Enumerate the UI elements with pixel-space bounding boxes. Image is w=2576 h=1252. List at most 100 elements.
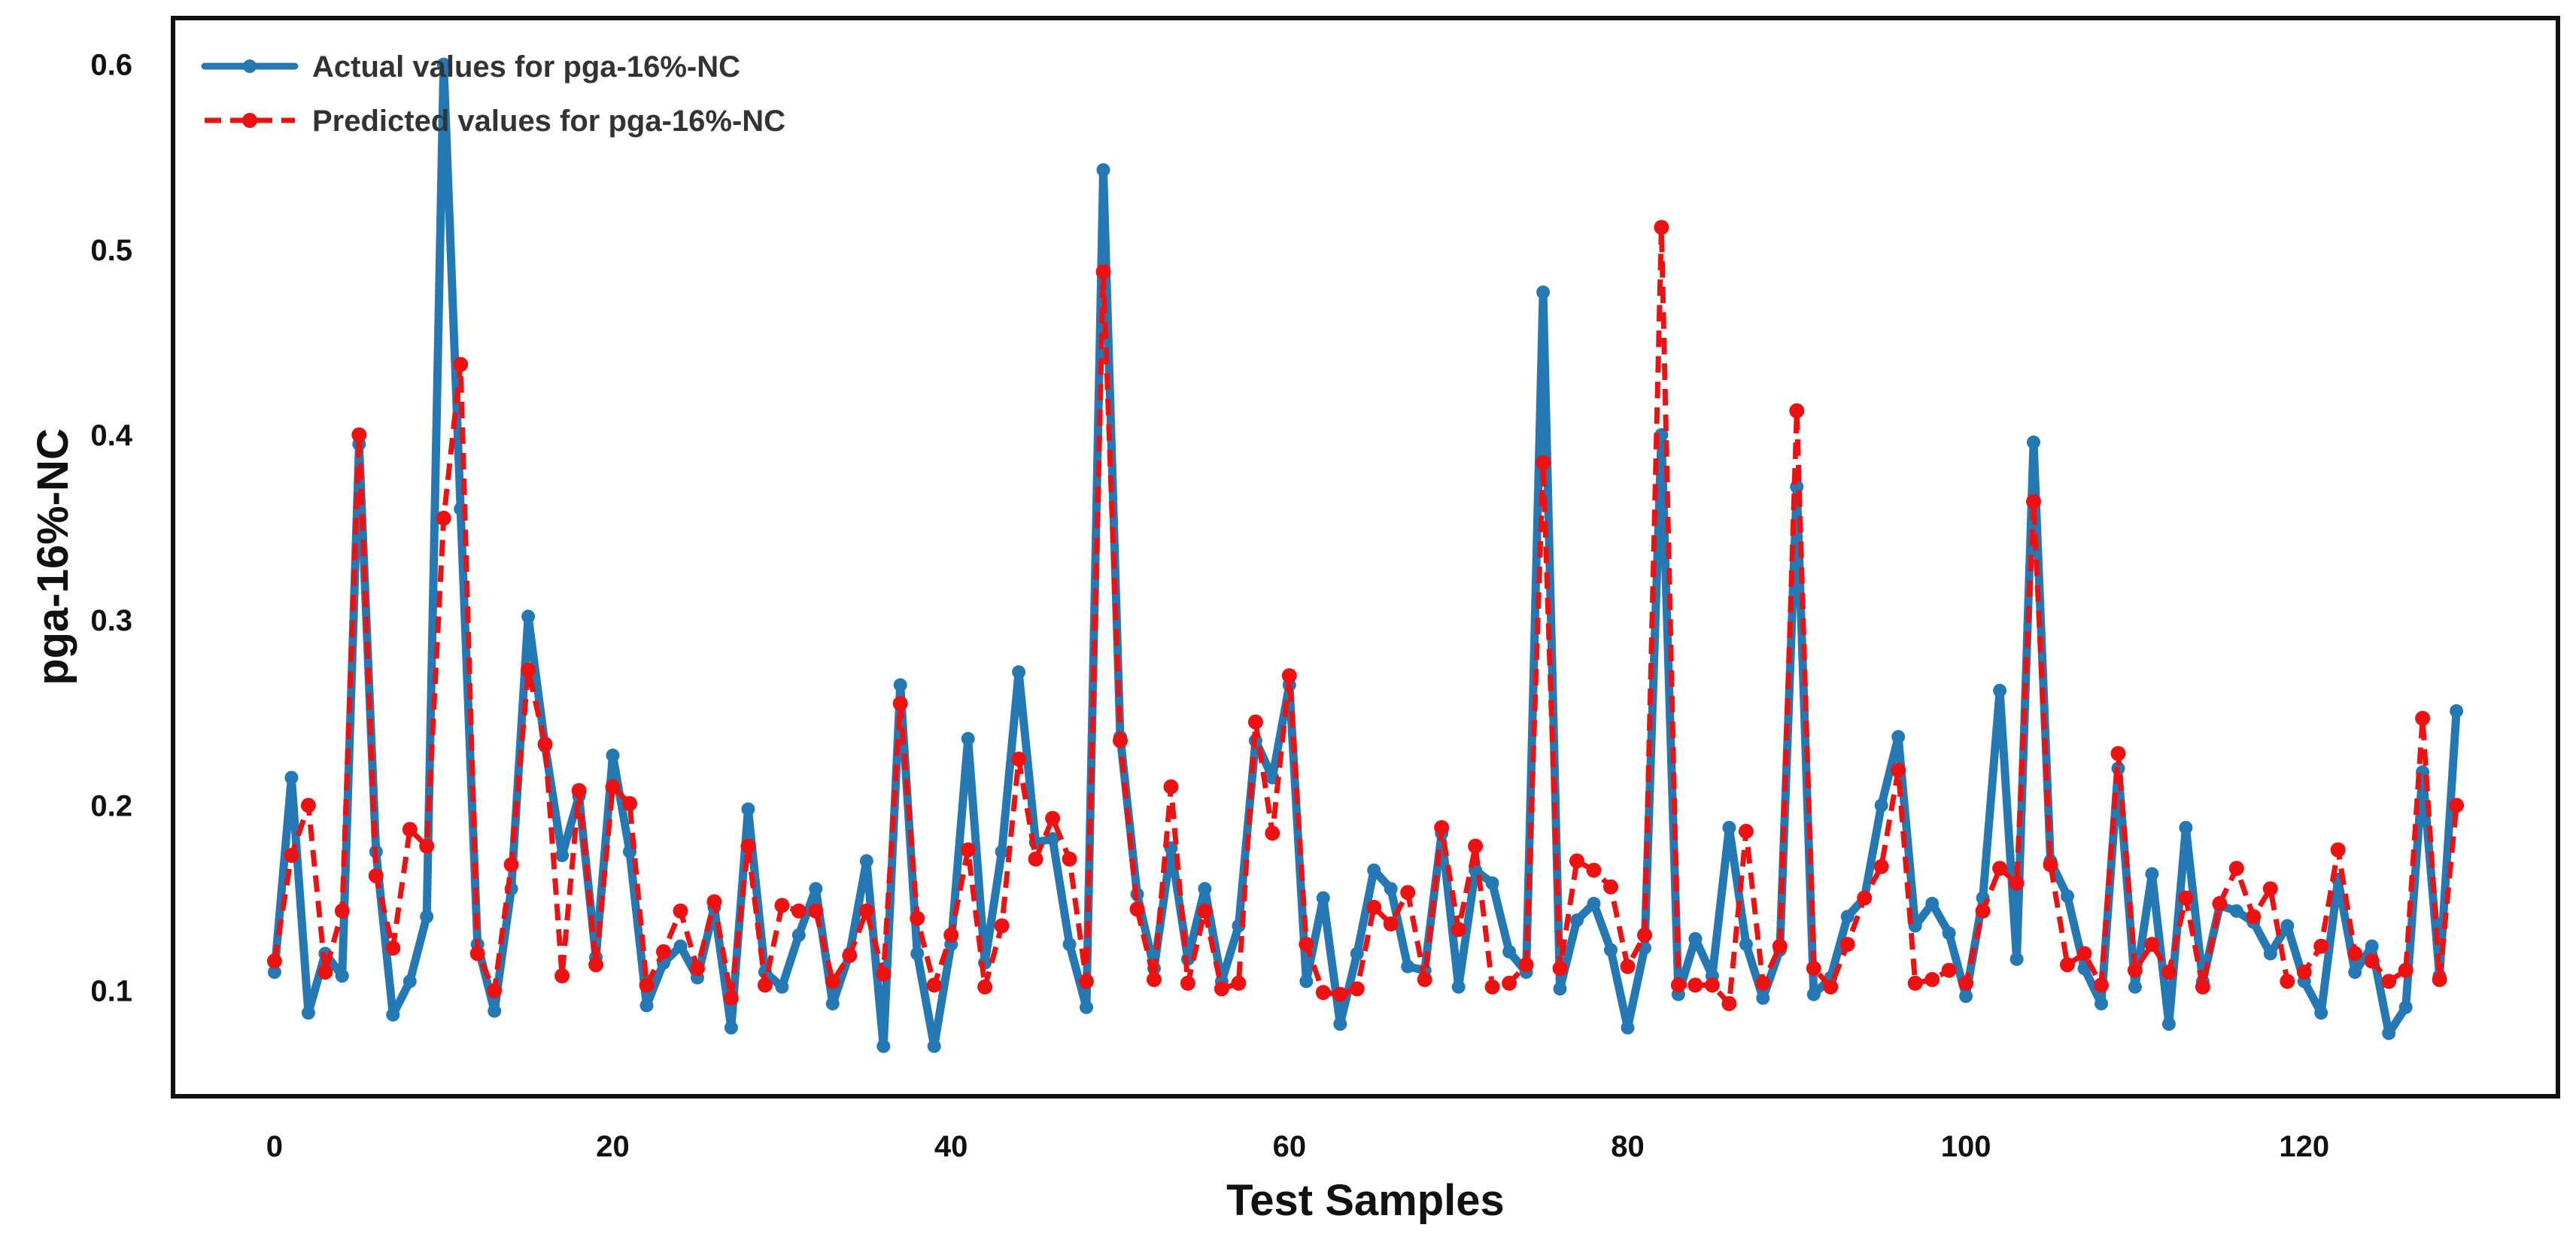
data-point-predicted [605,779,621,795]
data-point-actual [1756,991,1770,1005]
data-point-predicted [1231,975,1247,991]
data-point-predicted [1468,838,1484,854]
data-point-actual [1621,1020,1635,1035]
data-point-predicted [1907,975,1923,991]
data-point-actual [1350,947,1364,961]
legend-label-actual: Actual values for pga-16%-NC [312,50,740,84]
data-point-actual [1604,943,1618,957]
data-point-predicted [1147,971,1162,987]
y-tick-label: 0.2 [90,789,132,822]
data-point-predicted [791,903,807,919]
data-point-actual [555,848,570,862]
data-point-actual [1299,974,1314,989]
data-point-actual [1502,944,1517,959]
data-point-predicted [2246,909,2262,925]
data-point-predicted [1586,862,1602,878]
x-axis-ticks: 0 20 40 60 80 100 120 [266,1130,2329,1163]
data-point-actual [521,609,536,624]
x-axis-title: Test Samples [1226,1176,1505,1225]
data-point-actual [2095,996,2108,1010]
data-point-predicted [1180,975,1195,991]
data-point-actual [1891,730,1906,744]
data-point-predicted [639,977,655,993]
data-point-predicted [2076,946,2092,962]
data-point-predicted [1857,890,1873,906]
data-point-predicted [892,696,908,711]
data-point-predicted [1451,922,1466,937]
data-point-actual [1367,863,1381,877]
data-point-actual [791,928,806,942]
data-point-predicted [706,894,722,910]
y-tick-label: 0.3 [90,604,132,637]
data-point-predicted [2212,895,2228,911]
legend-entry-predicted: Predicted values for pga-16%-NC [205,105,785,138]
x-tick-label: 40 [934,1130,968,1163]
data-point-actual [335,969,349,983]
data-point-predicted [334,903,350,919]
data-point-predicted [503,857,519,873]
legend-marker-predicted [242,113,257,128]
data-point-actual [2229,904,2243,918]
data-point-predicted [1502,975,1517,991]
x-tick-label: 120 [2279,1130,2329,1163]
data-point-predicted [2144,937,2160,953]
data-point-actual [1959,989,1973,1003]
data-point-actual [2161,1017,2176,1031]
data-point-predicted [1434,820,1450,835]
data-point-actual [724,1020,738,1035]
data-point-actual [436,57,451,71]
data-point-predicted [1265,825,1280,841]
data-point-predicted [1603,879,1618,895]
data-point-actual [2450,703,2464,718]
series-layer [266,57,2465,1053]
data-point-predicted [453,357,469,372]
data-point-predicted [858,903,874,919]
x-tick-label: 20 [596,1130,630,1163]
data-point-actual [2179,821,2193,834]
legend-marker-actual [243,59,257,73]
y-tick-label: 0.4 [90,419,132,452]
data-point-predicted [2161,965,2177,980]
data-point-predicted [1823,979,1839,995]
data-point-predicted [1045,810,1061,826]
data-point-predicted [1315,985,1331,1001]
data-point-actual [1384,882,1398,896]
data-point-actual [1570,913,1584,928]
data-point-predicted [487,983,503,998]
data-point-predicted [740,838,756,854]
data-point-predicted [723,990,739,1006]
data-point-predicted [977,979,993,995]
data-point-predicted [2060,957,2075,973]
data-point-predicted [1299,937,1314,953]
data-point-actual [1536,285,1551,299]
data-point-predicted [1975,903,1991,919]
series-line-actual [270,60,2461,1050]
data-point-predicted [1197,903,1213,919]
data-point-predicted [1383,916,1399,931]
data-point-actual [893,678,907,692]
data-point-actual [386,1007,400,1022]
data-point-predicted [351,427,367,442]
data-point-predicted [1654,220,1669,236]
legend-entry-actual: Actual values for pga-16%-NC [201,50,740,84]
data-point-predicted [1891,762,1906,778]
data-point-predicted [1924,971,1940,987]
data-point-actual [1942,926,1956,941]
data-point-actual [673,939,688,953]
data-point-predicted [960,842,976,858]
data-point-predicted [2094,977,2109,993]
data-point-predicted [757,977,773,993]
data-point-predicted [537,737,553,752]
data-point-predicted [1332,986,1348,1002]
data-point-predicted [1687,977,1703,993]
data-point-predicted [1806,961,1821,977]
data-point-actual [1553,982,1567,996]
data-point-actual [2009,952,2024,966]
data-point-actual [1080,1000,1093,1014]
data-point-actual [2145,867,2159,881]
data-point-actual [284,770,299,785]
x-tick-label: 100 [1941,1130,1991,1163]
data-point-predicted [994,918,1010,934]
y-tick-label: 0.5 [90,234,132,267]
data-point-actual [1840,910,1855,924]
